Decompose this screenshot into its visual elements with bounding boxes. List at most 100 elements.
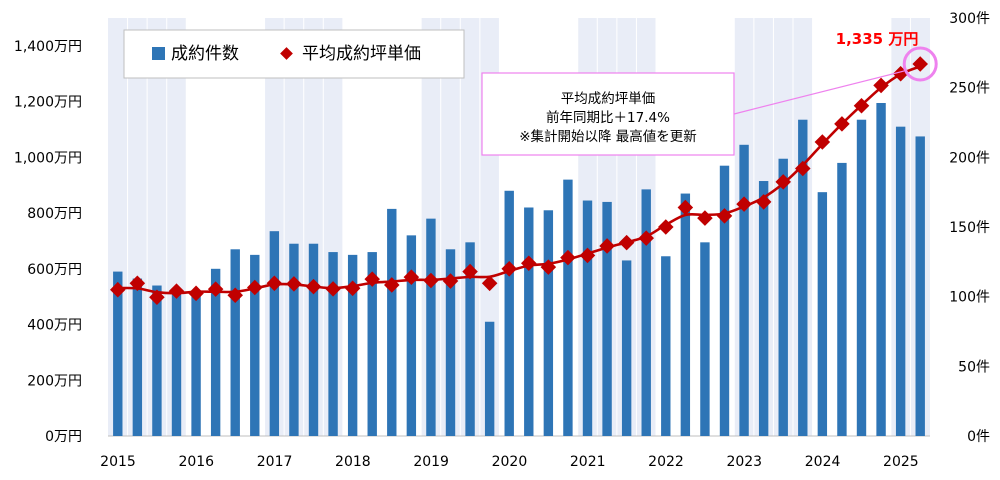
- annotation-line-3: ※集計開始以降 最高値を更新: [519, 128, 697, 145]
- price-marker: [207, 281, 224, 297]
- bar-listings: [778, 158, 788, 436]
- left-axis-tick-label: 800万円: [27, 206, 82, 222]
- bar-listings: [758, 181, 769, 436]
- bar-listings: [367, 252, 377, 436]
- x-axis-year-label: 2024: [805, 454, 841, 470]
- bar-listings: [817, 192, 828, 436]
- bar-listings: [582, 200, 593, 436]
- x-axis-year-label: 2025: [883, 454, 919, 470]
- x-axis-year-label: 2015: [100, 454, 136, 470]
- price-marker: [501, 261, 517, 277]
- right-axis-tick-label: 300件: [949, 11, 990, 27]
- bar-listings: [739, 144, 749, 436]
- left-axis-tick-label: 1,400万円: [14, 39, 82, 55]
- price-marker: [149, 289, 165, 306]
- price-marker: [736, 196, 752, 212]
- bar-listings: [504, 190, 514, 436]
- price-marker: [775, 174, 791, 190]
- price-marker: [697, 210, 713, 226]
- x-axis-year-label: 2022: [648, 454, 684, 470]
- gridlines: [108, 18, 930, 437]
- price-marker: [344, 280, 361, 297]
- price-marker: [618, 234, 635, 251]
- bar-listings: [152, 285, 162, 436]
- annotation-box: 平均成約坪単価 前年同期比＋17.4% ※集計開始以降 最高値を更新: [481, 70, 905, 156]
- bar-listings: [191, 295, 201, 436]
- left-axis-tick-label: 200万円: [27, 373, 82, 389]
- price-marker: [795, 160, 811, 177]
- bar-listings: [621, 260, 632, 436]
- price-marker: [755, 194, 772, 210]
- bar-listings: [328, 252, 338, 436]
- price-marker: [716, 208, 733, 224]
- bar-listings: [113, 271, 123, 436]
- price-marker: [168, 283, 185, 299]
- bar-listings: [798, 119, 808, 437]
- bar-listings: [876, 102, 886, 436]
- legend-bar-swatch: [152, 47, 165, 60]
- price-marker: [677, 199, 694, 216]
- x-axis-year-label: 2019: [413, 454, 449, 470]
- annotation-line-1: 平均成約坪単価: [561, 91, 656, 107]
- legend-box: [123, 29, 465, 79]
- legend-marker-swatch: [280, 47, 293, 60]
- right-axis-tick-label: 0件: [967, 429, 990, 445]
- bar-listings: [210, 268, 221, 436]
- left-axis-tick-label: 1,000万円: [14, 150, 82, 166]
- bar-listings: [132, 278, 143, 436]
- price-marker: [638, 230, 654, 246]
- bar-listings: [719, 165, 730, 436]
- bar-listings: [445, 249, 456, 436]
- price-marker: [129, 275, 146, 292]
- bar-listings: [465, 242, 475, 436]
- x-axis-year-label: 2020: [492, 454, 528, 470]
- bar-listings: [700, 242, 710, 436]
- bar-listings: [641, 189, 651, 436]
- bar-listings: [406, 235, 417, 436]
- x-axis-year-label: 2021: [570, 454, 606, 470]
- bar-series-listings: [113, 102, 925, 437]
- price-marker: [658, 219, 674, 235]
- price-marker: [521, 255, 537, 272]
- bar-listings: [543, 210, 554, 436]
- bar-listings: [661, 256, 671, 436]
- legend-label-listings: 成約件数: [171, 44, 239, 64]
- bar-listings: [563, 179, 573, 437]
- bar-listings: [895, 126, 906, 437]
- latest-price-callout: 1,335 万円: [836, 30, 919, 48]
- right-axis-tick-label: 250件: [949, 81, 990, 97]
- latest-point-highlight-circle: [902, 46, 938, 82]
- left-axis-tick-label: 0万円: [45, 429, 82, 445]
- right-axis-tick-label: 50件: [958, 359, 990, 375]
- right-axis-tick-label: 100件: [949, 290, 990, 306]
- legend: 成約件数 平均成約坪単価: [123, 29, 465, 79]
- left-axis-tick-label: 600万円: [27, 262, 82, 278]
- bar-listings: [387, 208, 397, 436]
- price-marker: [814, 134, 831, 150]
- bar-listings: [308, 243, 319, 436]
- bar-listings: [171, 293, 182, 436]
- bar-listings: [289, 243, 299, 436]
- x-axis-year-label: 2016: [178, 454, 214, 470]
- left-axis-tick-label: 400万円: [27, 318, 82, 334]
- bar-listings: [680, 193, 691, 436]
- bar-listings: [426, 218, 436, 436]
- bar-listings: [915, 136, 925, 436]
- price-marker: [560, 249, 576, 266]
- bar-listings: [347, 254, 358, 436]
- x-axis-year-label: 2018: [335, 454, 371, 470]
- bar-listings: [524, 207, 534, 436]
- price-marker: [403, 269, 420, 285]
- right-axis-tick-label: 150件: [949, 220, 990, 236]
- x-axis-year-label: 2017: [257, 454, 293, 470]
- price-marker: [599, 238, 615, 254]
- legend-label-price: 平均成約坪単価: [302, 44, 421, 64]
- price-marker: [227, 287, 243, 304]
- price-marker: [579, 247, 596, 264]
- bar-listings: [856, 119, 867, 437]
- bar-listings: [250, 254, 260, 436]
- bar-listings: [484, 321, 495, 436]
- left-axis-ticks: 0万円 200万円 400万円 600万円 800万円 1,000万円 1,200万円 1,4…: [14, 39, 82, 445]
